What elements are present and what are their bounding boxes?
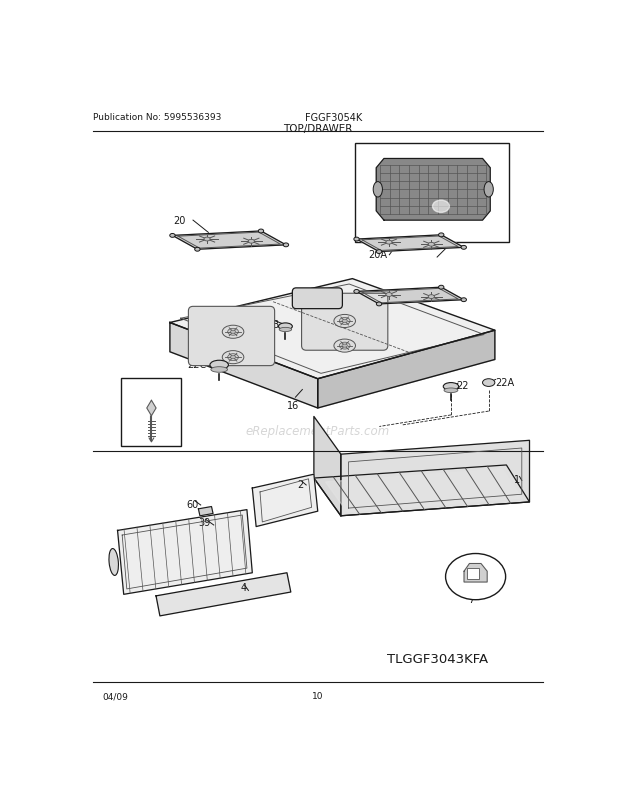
Text: 20: 20 [458,227,470,237]
Text: 7: 7 [468,594,474,605]
Text: 22D: 22D [347,299,367,310]
FancyBboxPatch shape [293,289,342,310]
Text: 20: 20 [173,216,185,225]
FancyBboxPatch shape [301,294,388,350]
Text: 2: 2 [297,480,303,489]
Text: 60: 60 [187,499,199,509]
Polygon shape [464,564,487,582]
Polygon shape [252,475,317,527]
Ellipse shape [339,342,350,350]
Text: 10: 10 [312,691,324,700]
Ellipse shape [222,326,244,339]
Polygon shape [172,232,286,250]
Polygon shape [170,323,317,408]
Ellipse shape [482,379,495,387]
Text: 39: 39 [198,517,211,527]
Polygon shape [118,510,252,594]
Text: 34: 34 [360,150,371,160]
Text: 22B: 22B [260,319,279,330]
Bar [122,379,182,446]
Ellipse shape [376,302,382,306]
Text: 1: 1 [514,475,520,484]
Text: TOP/DRAWER: TOP/DRAWER [283,124,352,134]
Polygon shape [376,160,490,221]
Ellipse shape [210,361,228,370]
Text: 22: 22 [456,381,469,391]
Ellipse shape [109,549,118,576]
Polygon shape [198,507,213,516]
Text: 88: 88 [126,381,138,391]
Text: TLGGF3043KFA: TLGGF3043KFA [387,652,488,665]
Ellipse shape [428,295,435,299]
Polygon shape [356,236,464,253]
Text: FGGF3054K: FGGF3054K [304,113,362,124]
Ellipse shape [438,286,444,290]
Ellipse shape [373,182,383,198]
Text: 22C: 22C [187,359,206,369]
Text: Publication No: 5995536393: Publication No: 5995536393 [93,113,221,122]
Ellipse shape [334,339,355,353]
Ellipse shape [222,351,244,364]
Ellipse shape [438,233,444,237]
Ellipse shape [461,246,466,250]
Ellipse shape [386,294,392,297]
Ellipse shape [461,298,466,302]
Ellipse shape [342,320,347,323]
Ellipse shape [228,354,239,361]
Ellipse shape [231,330,236,334]
Ellipse shape [386,241,392,245]
Ellipse shape [211,367,228,373]
Ellipse shape [443,383,459,391]
FancyBboxPatch shape [188,307,275,367]
Text: eReplacementParts.com: eReplacementParts.com [246,424,390,437]
Ellipse shape [376,250,382,254]
Text: 16: 16 [287,400,299,410]
Bar [467,569,479,579]
Ellipse shape [231,356,236,359]
Ellipse shape [248,240,254,244]
Ellipse shape [354,238,359,241]
Polygon shape [147,401,156,416]
Text: 22A: 22A [495,378,515,387]
Ellipse shape [339,318,350,325]
Polygon shape [341,441,529,516]
Polygon shape [314,417,341,516]
Text: 20A: 20A [368,250,387,260]
Polygon shape [326,469,522,512]
Ellipse shape [433,200,450,213]
Ellipse shape [259,229,263,233]
Text: 04/09: 04/09 [102,691,128,700]
Ellipse shape [354,290,359,294]
Polygon shape [314,465,529,516]
Polygon shape [317,330,495,408]
Ellipse shape [170,234,175,238]
Ellipse shape [444,388,458,393]
Polygon shape [170,279,495,379]
Ellipse shape [342,345,347,348]
Polygon shape [156,573,291,616]
Ellipse shape [228,329,239,336]
Polygon shape [356,288,464,305]
Ellipse shape [446,554,506,600]
Ellipse shape [278,323,293,330]
Ellipse shape [334,315,355,328]
Ellipse shape [279,328,291,332]
Ellipse shape [195,248,200,252]
Bar [355,144,508,242]
Ellipse shape [204,237,210,241]
Ellipse shape [283,244,289,248]
Ellipse shape [428,243,435,247]
Ellipse shape [484,182,494,198]
Text: 4: 4 [241,582,247,592]
